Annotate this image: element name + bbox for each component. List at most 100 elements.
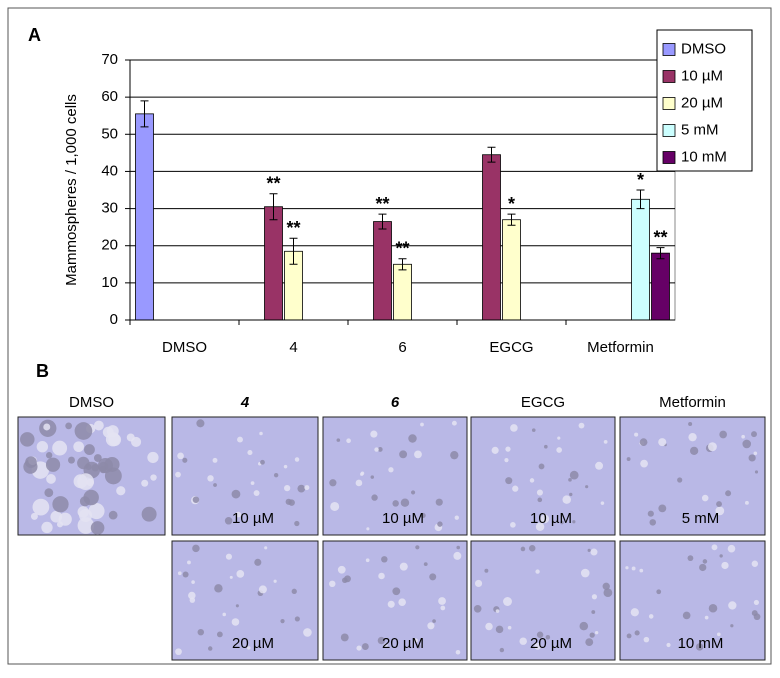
cell [216, 631, 223, 638]
cell [423, 562, 428, 567]
error-bar [140, 100, 149, 128]
cell [131, 436, 142, 447]
cell [569, 492, 573, 497]
cell [748, 454, 756, 462]
cell [408, 434, 417, 443]
cell [716, 632, 721, 637]
cell [730, 624, 734, 628]
cell [104, 467, 122, 485]
cell [36, 441, 49, 453]
cell [416, 644, 421, 649]
cell [383, 643, 388, 648]
cell [529, 478, 535, 483]
cell [438, 597, 446, 605]
cell [99, 466, 107, 474]
cell [585, 638, 594, 647]
cell [370, 475, 375, 479]
cell [392, 587, 401, 596]
error-bar [487, 146, 496, 163]
cell [600, 501, 605, 505]
cell [413, 638, 418, 643]
cell [187, 560, 191, 565]
cell [716, 501, 722, 507]
image-caption: 10 mM [678, 635, 724, 652]
cell [273, 472, 279, 478]
cell [505, 477, 513, 485]
legend-swatch [662, 151, 676, 164]
cell [572, 520, 576, 524]
cell [229, 575, 233, 579]
cell [456, 545, 461, 550]
cell [73, 441, 85, 453]
significance-label: * [637, 170, 644, 190]
cell [361, 643, 369, 650]
cell [214, 584, 223, 593]
y-axis-label: Mammospheres / 1,000 cells [63, 94, 80, 286]
cell [212, 457, 218, 463]
cell [580, 568, 590, 578]
cell [250, 481, 255, 485]
cell [196, 419, 205, 428]
cell [191, 580, 195, 584]
bar [373, 221, 392, 321]
cell [294, 457, 300, 462]
cell [365, 558, 370, 563]
cell [536, 489, 543, 496]
cell [108, 510, 118, 520]
significance-label: ** [286, 218, 300, 238]
cell [701, 494, 709, 502]
y-tick-label: 70 [101, 51, 118, 68]
column-title: Metformin [659, 394, 726, 411]
cell [741, 434, 745, 439]
cell [595, 461, 604, 470]
cell [105, 432, 121, 447]
cell [708, 603, 718, 613]
cell [378, 572, 385, 580]
cell [537, 497, 543, 503]
cell [562, 495, 571, 504]
cell [631, 566, 636, 571]
significance-label: ** [266, 173, 280, 193]
cell [177, 571, 182, 576]
cell [634, 630, 640, 636]
y-tick-label: 60 [101, 88, 118, 105]
cell [512, 485, 519, 492]
legend-label: 10 µM [681, 67, 723, 84]
cell [25, 456, 37, 468]
cell [374, 447, 379, 452]
column-title: 4 [240, 394, 250, 411]
cell [455, 649, 461, 655]
cell [568, 478, 572, 482]
cell [377, 447, 383, 452]
panel-label: B [36, 361, 49, 381]
cell [337, 565, 346, 574]
cell [41, 521, 53, 534]
cell [647, 510, 654, 517]
cell [753, 613, 761, 621]
cell [236, 570, 245, 578]
y-tick-label: 50 [101, 125, 118, 142]
cell [688, 421, 693, 426]
cell [649, 519, 657, 526]
cell [591, 594, 598, 600]
error-bar [289, 237, 298, 265]
micrograph [171, 540, 319, 661]
y-tick-label: 10 [101, 274, 118, 291]
cell [304, 485, 310, 491]
cell [485, 622, 493, 631]
cell [560, 520, 564, 525]
cell [626, 633, 632, 639]
cell [507, 625, 512, 630]
image-caption: 5 mM [682, 510, 720, 527]
cell [258, 585, 267, 594]
cell [751, 431, 757, 438]
cell [435, 498, 443, 506]
cell [58, 512, 72, 526]
cell [603, 439, 608, 444]
cell [224, 517, 233, 525]
cell [626, 457, 631, 461]
cell [725, 490, 732, 497]
image-caption: 20 µM [382, 635, 424, 652]
cell [141, 506, 157, 522]
cell [399, 450, 408, 459]
